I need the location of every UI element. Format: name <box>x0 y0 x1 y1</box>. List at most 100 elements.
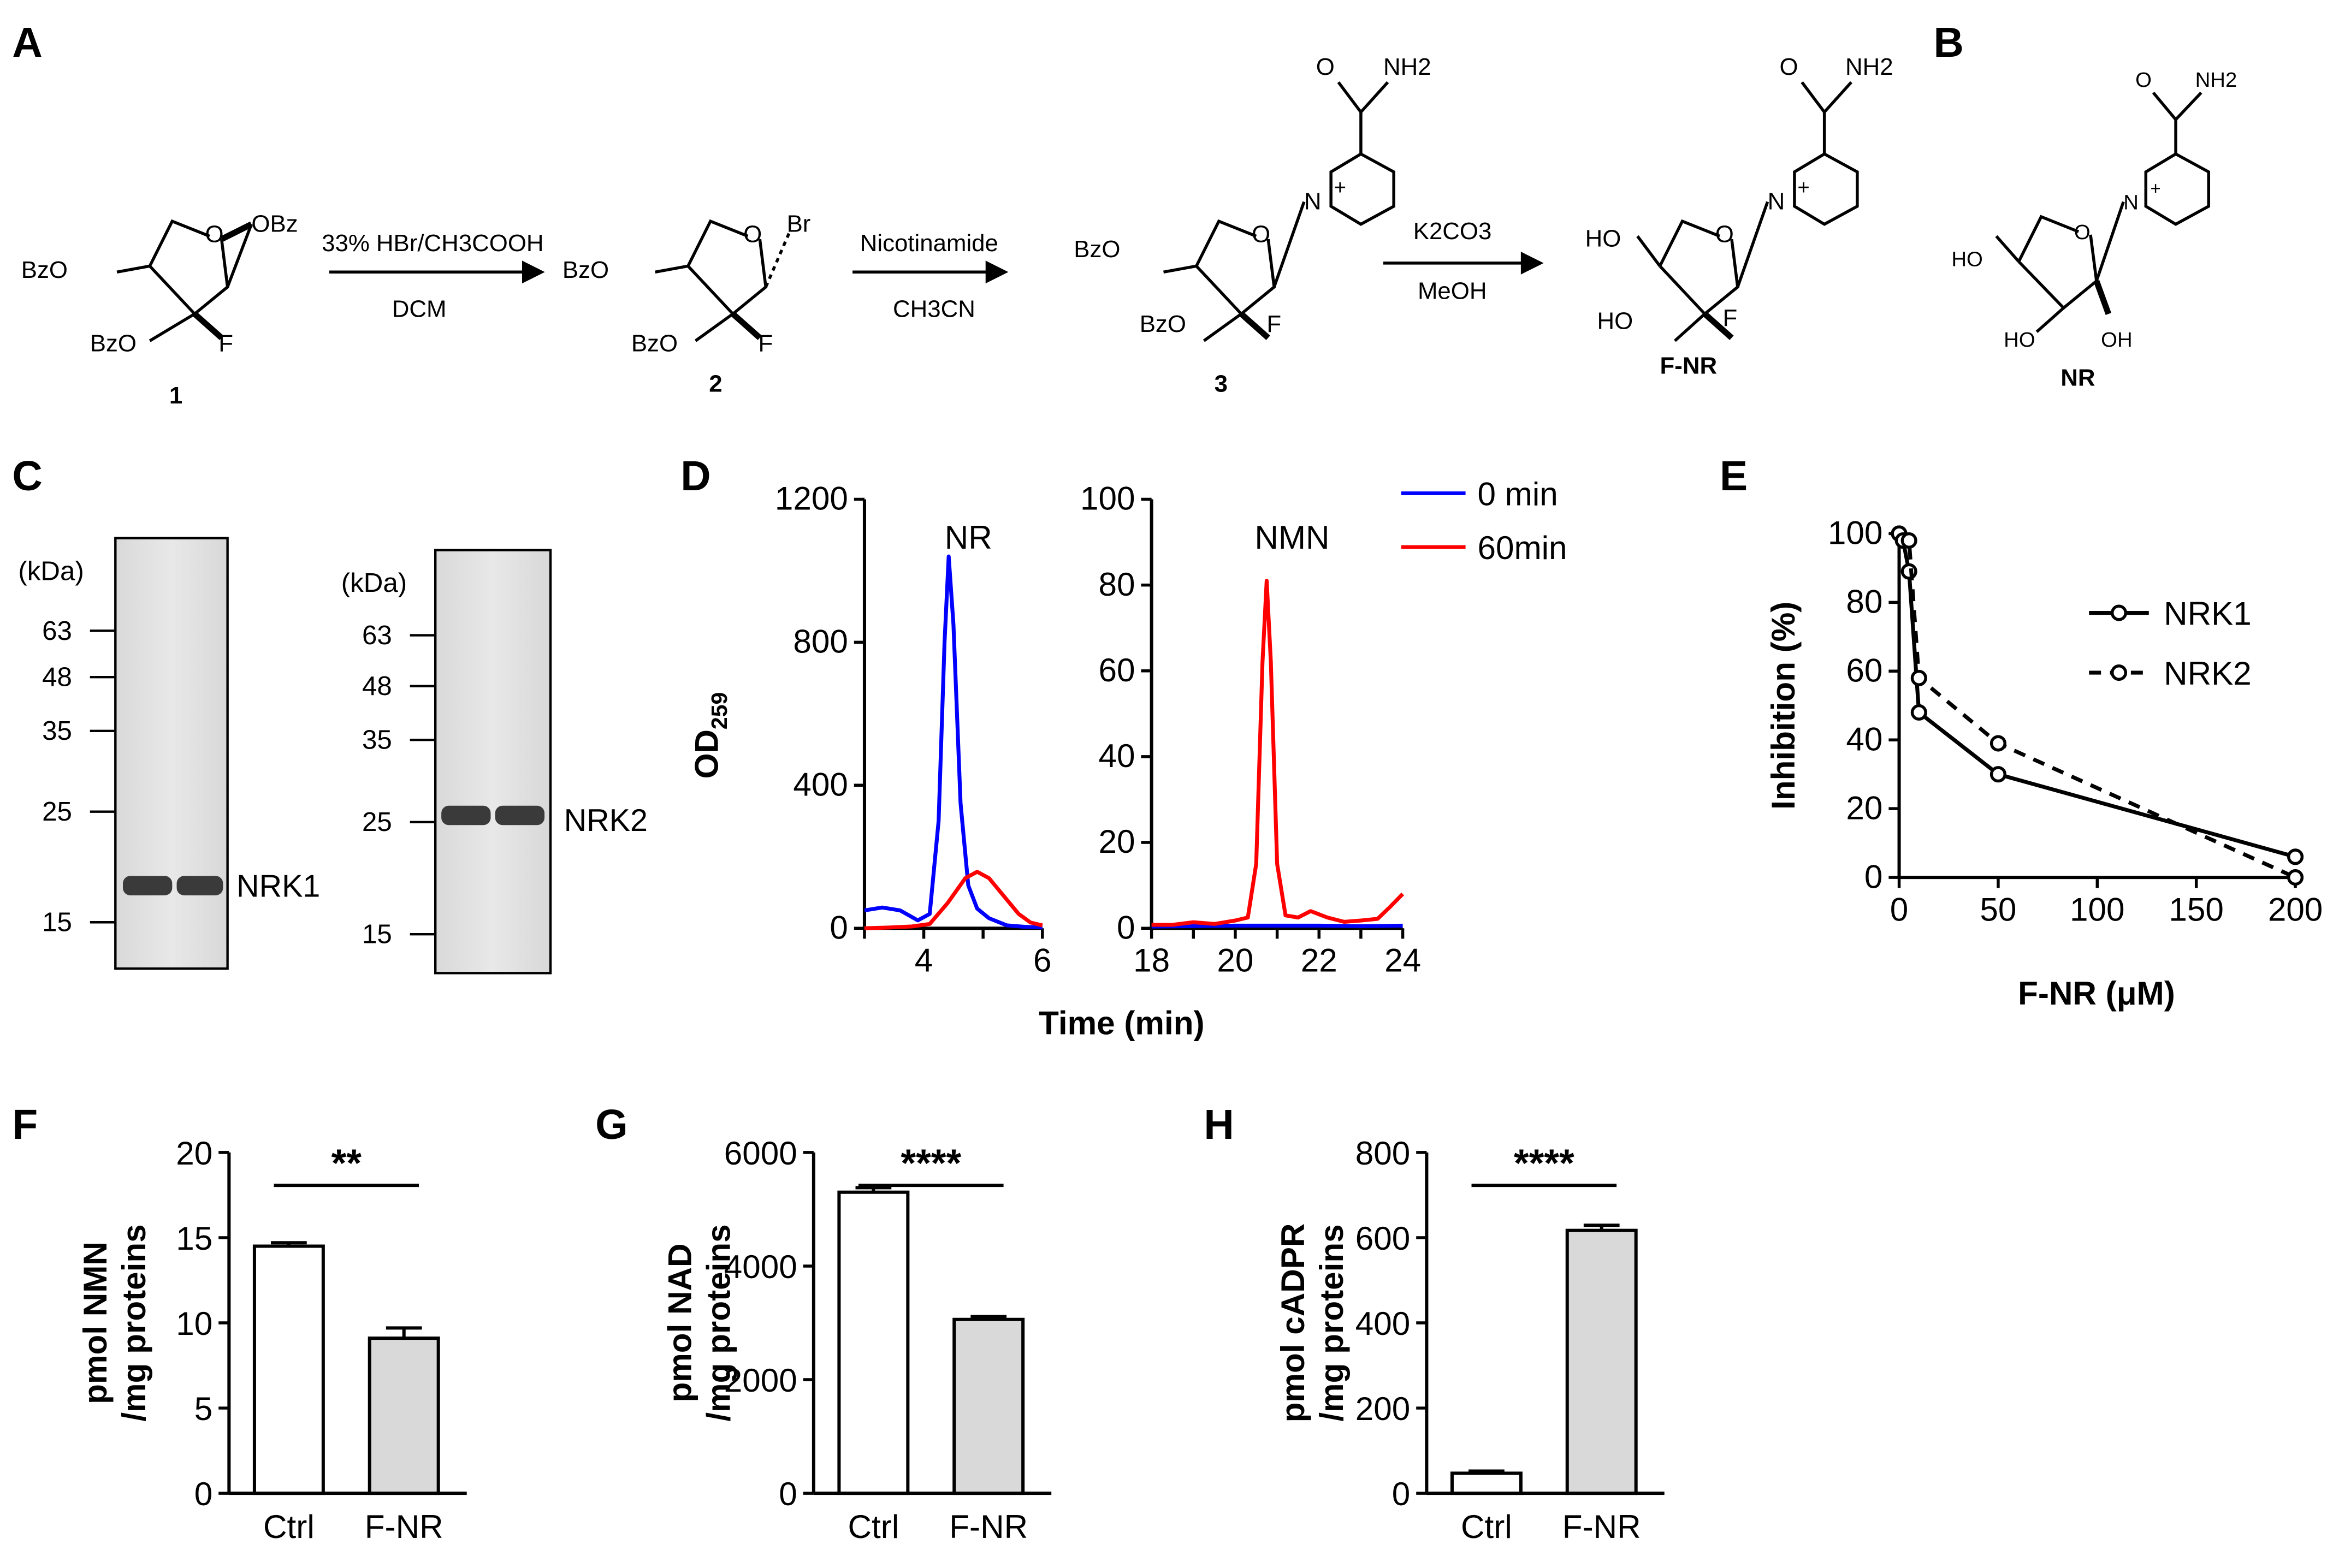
y-tick-label: 0 <box>830 908 848 946</box>
trace-0-min <box>864 554 1043 930</box>
significance-stars: ** <box>331 1142 362 1185</box>
c1-f: F <box>218 330 233 357</box>
gel-nrk2-marker-15: 15 <box>362 919 392 949</box>
category-label: Ctrl <box>848 1508 899 1545</box>
y-tick-label: 200 <box>1355 1390 1410 1427</box>
legend-label-NRK1: NRK1 <box>2164 595 2252 632</box>
c3-f: F <box>1266 311 1281 337</box>
y-tick-label: 0 <box>194 1475 213 1512</box>
x-tick-label: 20 <box>1217 942 1253 979</box>
compound-1-structure <box>116 219 253 342</box>
trace-60min <box>1151 579 1405 927</box>
panel-label-f: F <box>12 1102 38 1148</box>
y-axis-label: pmol cADPR/mg proteins <box>1274 1223 1350 1423</box>
panel-label-b: B <box>1934 20 1964 66</box>
bar-F-NR <box>952 1317 1025 1495</box>
panel-label-e: E <box>1720 453 1748 500</box>
panel-label-d: D <box>680 453 710 500</box>
chart-d-nmn: 0 20 40 60 80 100 18 20 22 24 NMN <box>1080 480 1421 979</box>
c3-o-amide: O <box>1316 54 1335 80</box>
c3-nh2: NH2 <box>1383 54 1431 80</box>
nr-ho-3: HO <box>2004 328 2035 352</box>
legend-label-60min: 60min <box>1477 529 1567 566</box>
chart-title: NR <box>945 519 992 556</box>
fnr-structure <box>1636 81 1859 342</box>
nr-n: N <box>2123 191 2139 214</box>
chart-d-ylabel-sub: 259 <box>707 692 732 730</box>
gel-nrk2-band-lane2 <box>495 805 545 825</box>
fnr-ho-3: HO <box>1597 307 1633 334</box>
y-tick-label: 0 <box>1864 858 1882 895</box>
nr-label: NR <box>2060 364 2095 391</box>
chart-d-ylabel: OD259 <box>688 692 732 779</box>
y-tick-label: 15 <box>176 1220 212 1257</box>
y-tick-label: 100 <box>1828 514 1882 551</box>
y-axis-label-line: /mg proteins <box>700 1224 737 1421</box>
data-point-NRK2 <box>1989 735 2006 752</box>
gel-nrk2-marker-25: 25 <box>362 807 392 837</box>
gel-nrk1-marker-35: 35 <box>42 716 72 746</box>
data-point-NRK1 <box>1900 563 1917 580</box>
y-axis-label-line: pmol NMN <box>76 1242 114 1404</box>
data-point-NRK2 <box>1900 532 1917 549</box>
gel-nrk2-band-label: NRK2 <box>564 803 648 838</box>
y-tick-label: 40 <box>1099 737 1135 774</box>
c3-bzo-3: BzO <box>1140 311 1186 337</box>
bar-Ctrl <box>252 1244 325 1495</box>
step2-solvent: CH3CN <box>893 295 975 322</box>
y-tick-label: 0 <box>1392 1475 1411 1512</box>
x-axis-label: F-NR (μM) <box>2018 975 2175 1012</box>
step1-solvent: DCM <box>392 295 447 322</box>
y-tick-label: 5 <box>194 1390 213 1427</box>
x-tick-label: 100 <box>2070 891 2124 928</box>
gel-nrk1-marker-25: 25 <box>42 797 72 827</box>
c2-bzo-3: BzO <box>631 330 678 357</box>
data-point-NRK1 <box>2287 848 2304 865</box>
gel-nrk1-marker-63: 63 <box>42 616 72 646</box>
chart-d-nr: 0 400 800 1200 4 6 NR <box>775 480 1052 979</box>
y-tick-label: 4000 <box>724 1248 797 1285</box>
gel-nrk2-marker-63: 63 <box>362 620 392 650</box>
y-tick-label: 100 <box>1080 480 1135 517</box>
panel-label-h: H <box>1204 1102 1234 1148</box>
fnr-o-amide: O <box>1780 54 1798 80</box>
chart-g-nad: 0 2000 4000 6000 Ctrl F-NR **** pmol NAD/mg pro… <box>661 1135 1052 1545</box>
nr-structure <box>1995 91 2211 333</box>
bar-F-NR <box>368 1337 440 1495</box>
y-axis-label: Inhibition (%) <box>1764 602 1802 810</box>
step3-reagent: K2CO3 <box>1413 218 1492 245</box>
y-tick-label: 60 <box>1846 651 1882 688</box>
c1-o: O <box>205 221 224 248</box>
y-axis-label: pmol NAD/mg proteins <box>661 1224 737 1421</box>
significance-stars: **** <box>901 1142 961 1185</box>
gel-nrk2-band-lane1 <box>441 805 491 825</box>
x-tick-label: 200 <box>2268 891 2323 928</box>
gel-nrk1-band-lane1 <box>122 876 173 895</box>
c2-br: Br <box>787 210 811 237</box>
legend-marker-NRK2 <box>2110 664 2128 681</box>
gel-nrk2-kda: (kDa) <box>341 568 407 598</box>
panel-label-a: A <box>12 20 42 66</box>
step3-solvent: MeOH <box>1418 278 1487 305</box>
data-point-NRK2 <box>2287 869 2304 886</box>
y-tick-label: 20 <box>176 1135 212 1172</box>
c2-bzo-5: BzO <box>562 257 609 283</box>
compound-1-label: 1 <box>169 382 182 409</box>
gel-nrk1-band-label: NRK1 <box>236 869 320 904</box>
legend-label-NRK2: NRK2 <box>2164 655 2252 692</box>
series-line-NRK1 <box>1897 532 2296 859</box>
nr-o: O <box>2074 221 2091 244</box>
step1-reagent: 33% HBr/CH3COOH <box>322 230 543 257</box>
chart-e-inhibition: 0 20 40 60 80 100 0 50 100 150 200 F-NR (μM) Inhibit… <box>1764 514 2323 1012</box>
y-axis-label-line: pmol NAD <box>661 1243 698 1402</box>
y-tick-label: 600 <box>1355 1220 1410 1257</box>
y-tick-label: 0 <box>779 1475 797 1512</box>
fnr-label: F-NR <box>1660 352 1717 379</box>
category-label: Ctrl <box>263 1508 315 1545</box>
panel-label-g: G <box>595 1102 628 1148</box>
fnr-nh2: NH2 <box>1845 54 1893 80</box>
y-tick-label: 1200 <box>775 480 848 517</box>
c2-o: O <box>743 221 762 248</box>
nr-nh2: NH2 <box>2195 68 2237 92</box>
bar-Ctrl <box>1450 1471 1523 1495</box>
